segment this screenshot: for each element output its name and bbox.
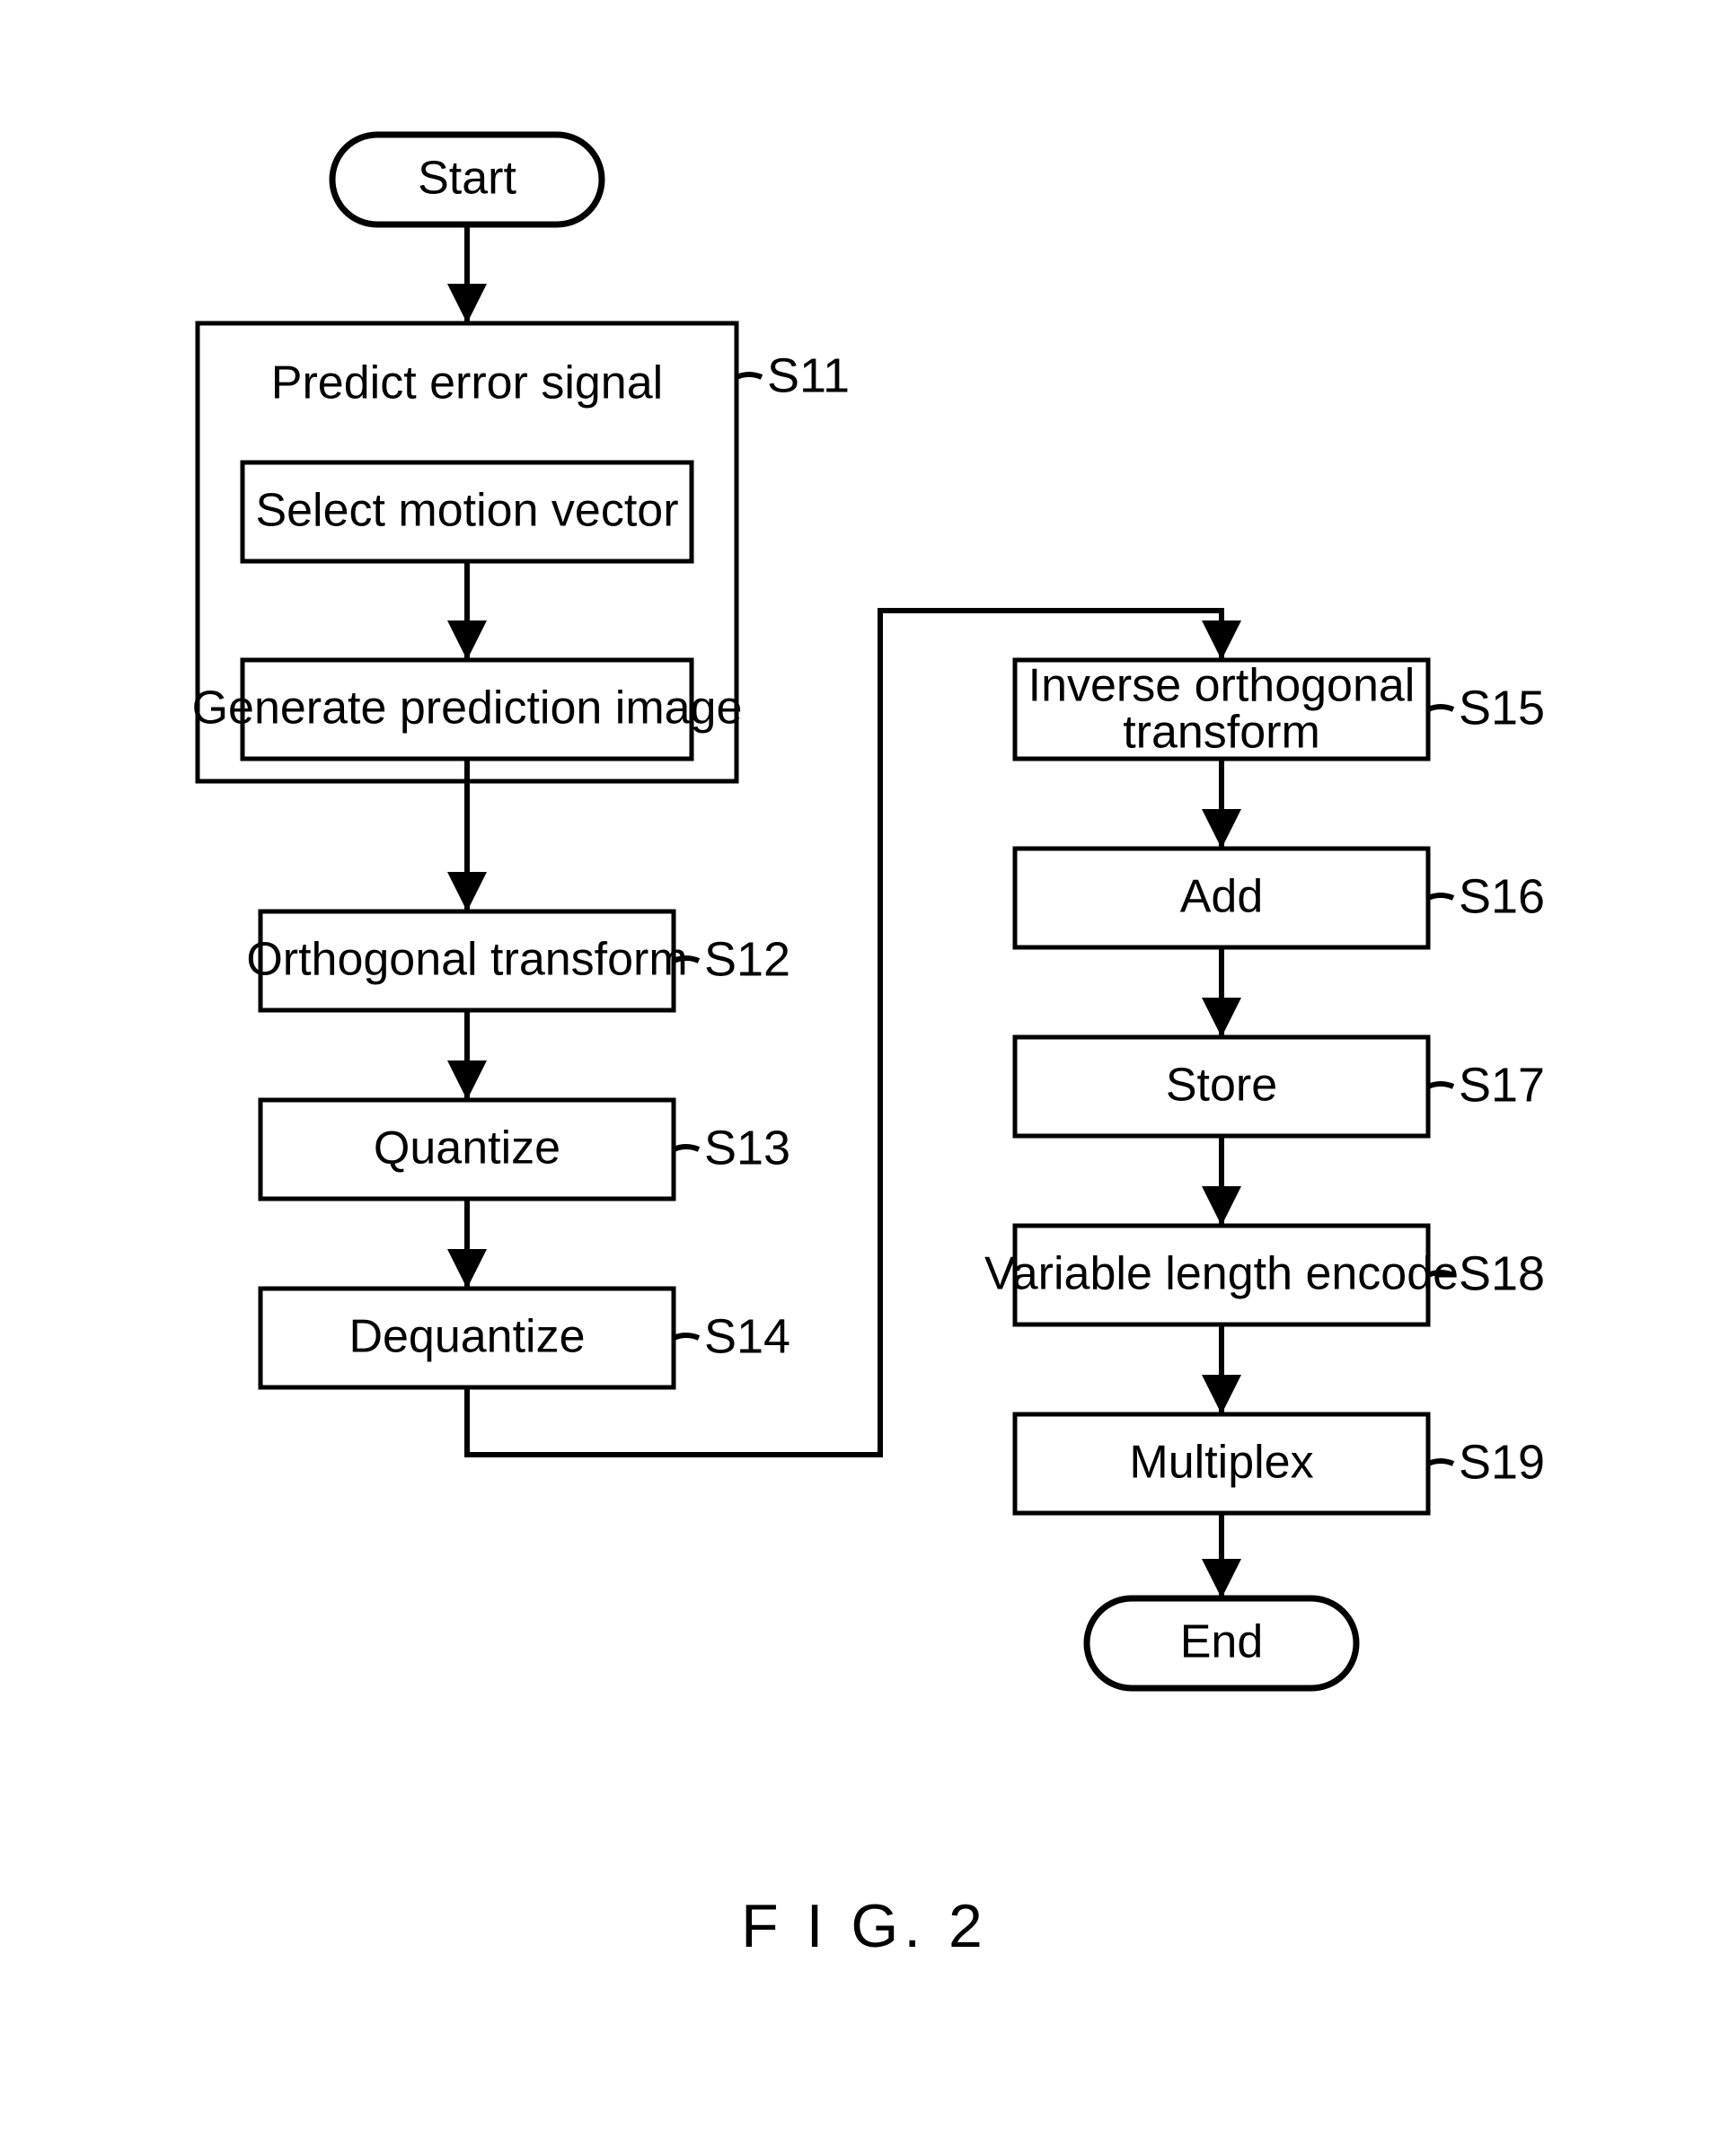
- svg-text:Store: Store: [1166, 1060, 1277, 1112]
- process-select-motion-vector: Select motion vector: [243, 462, 692, 561]
- process-inverse-orthogonal-transform: Inverse orthogonaltransform S15: [1015, 659, 1545, 759]
- svg-text:Multiplex: Multiplex: [1129, 1437, 1313, 1489]
- svg-text:S11: S11: [767, 348, 850, 402]
- terminator-end: End: [1087, 1598, 1356, 1688]
- svg-text:Add: Add: [1180, 871, 1264, 923]
- process-multiplex: Multiplex S19: [1015, 1414, 1545, 1513]
- group-s11: Predict error signal S11 Select motion vec…: [192, 323, 850, 781]
- figure-caption: F I G. 2: [741, 1892, 988, 1960]
- terminator-start: Start: [332, 135, 602, 224]
- svg-text:S16: S16: [1459, 869, 1545, 923]
- svg-text:S19: S19: [1459, 1435, 1545, 1489]
- svg-text:S17: S17: [1459, 1058, 1545, 1112]
- svg-text:Dequantize: Dequantize: [348, 1311, 585, 1363]
- svg-text:Select motion vector: Select motion vector: [255, 485, 678, 537]
- svg-text:Quantize: Quantize: [374, 1122, 560, 1175]
- svg-text:Generate prediction image: Generate prediction image: [192, 682, 743, 735]
- svg-text:Inverse orthogonal: Inverse orthogonal: [1028, 659, 1416, 711]
- svg-text:End: End: [1180, 1616, 1264, 1668]
- process-orthogonal-transform: Orthogonal transform S12: [246, 911, 790, 1010]
- svg-text:Orthogonal transform: Orthogonal transform: [246, 934, 687, 986]
- svg-text:S18: S18: [1459, 1246, 1545, 1300]
- process-store: Store S17: [1015, 1037, 1545, 1136]
- svg-text:Predict error signal: Predict error signal: [271, 357, 663, 409]
- svg-text:Variable length encode: Variable length encode: [984, 1248, 1459, 1300]
- process-add: Add S16: [1015, 849, 1545, 947]
- svg-text:S14: S14: [704, 1309, 790, 1363]
- process-variable-length-encode: Variable length encodeS18: [984, 1226, 1545, 1324]
- process-generate-prediction-image: Generate prediction image: [192, 660, 743, 759]
- svg-text:S13: S13: [704, 1121, 790, 1175]
- svg-text:Start: Start: [418, 153, 516, 205]
- svg-text:S15: S15: [1459, 681, 1545, 735]
- svg-text:transform: transform: [1123, 706, 1320, 758]
- svg-text:S12: S12: [704, 932, 790, 986]
- process-quantize: Quantize S13: [260, 1100, 790, 1199]
- process-dequantize: Dequantize S14: [260, 1289, 790, 1387]
